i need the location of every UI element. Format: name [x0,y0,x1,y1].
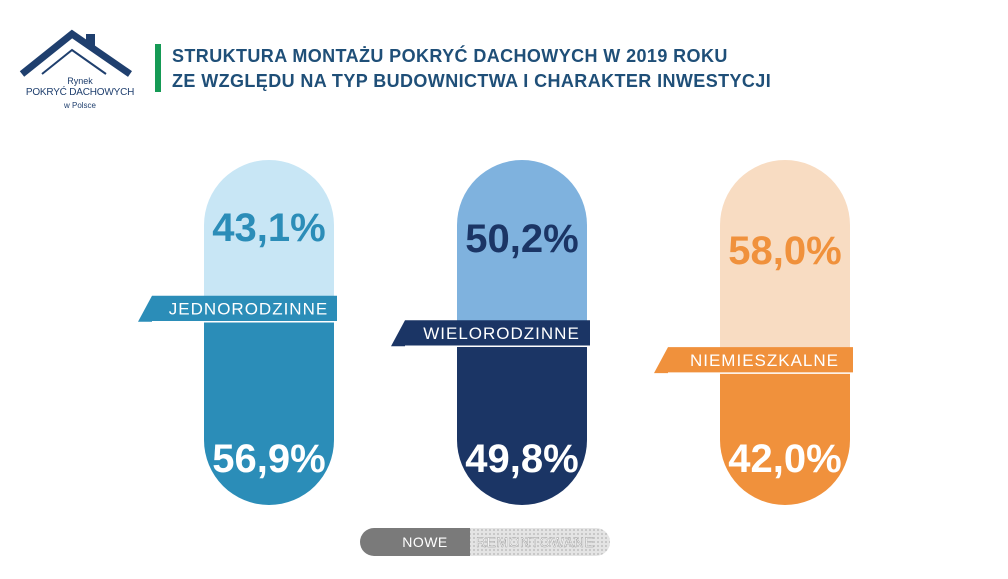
legend-label-nowe: NOWE [402,534,448,550]
legend-label-remontowane: REMONTOWANE [476,534,594,550]
category-label: WIELORODZINNE [423,324,580,343]
category-ribbon [654,347,853,374]
logo-text-line1: Rynek [67,76,93,86]
house-roof-icon [19,29,132,77]
legend-items: NOWE REMONTOWANE [360,528,610,556]
bar-segment-nowe [204,308,334,505]
value-label-remontowane: 43,1% [212,206,325,250]
title-line1: STRUKTURA MONTAŻU POKRYĆ DACHOWYCH W 201… [172,46,728,66]
category-ribbon [138,295,337,322]
logo: Rynek POKRYĆ DACHOWYCH w Polsce [14,28,146,120]
title-accent-bar [155,44,161,92]
page-title: STRUKTURA MONTAŻU POKRYĆ DACHOWYCH W 201… [172,44,771,94]
title-line2: ZE WZGLĘDU NA TYP BUDOWNICTWA I CHARAKTE… [172,71,772,91]
logo-text-line3: w Polsce [63,101,96,110]
value-label-remontowane: 58,0% [728,229,841,273]
category-ribbon [391,320,590,347]
value-label-nowe: 49,8% [465,437,578,481]
category-label: NIEMIESZKALNE [690,351,839,370]
bars-layer: JEDNORODZINNE 43,1% 56,9% WIELORODZINNE 50,2… [138,160,853,505]
legend-swatch-nowe [360,528,470,556]
bar-group: WIELORODZINNE 50,2% 49,8% [391,160,590,505]
value-label-nowe: 42,0% [728,437,841,481]
bar-segment-remontowane [457,160,587,334]
bar-group: NIEMIESZKALNE 58,0% 42,0% [654,160,853,505]
value-label-remontowane: 50,2% [465,217,578,261]
bar-group: JEDNORODZINNE 43,1% 56,9% [138,160,337,505]
bar-segment-remontowane [204,160,334,309]
legend-swatch-remontowane [470,528,610,556]
category-label: JEDNORODZINNE [169,300,328,319]
value-label-nowe: 56,9% [212,437,325,481]
bar-segment-nowe [457,333,587,505]
logo-text-line2: POKRYĆ DACHOWYCH [25,87,135,98]
bar-segment-nowe [720,360,850,505]
legend: NOWE REMONTOWANE [360,528,610,556]
bar-segment-remontowane [720,160,850,361]
